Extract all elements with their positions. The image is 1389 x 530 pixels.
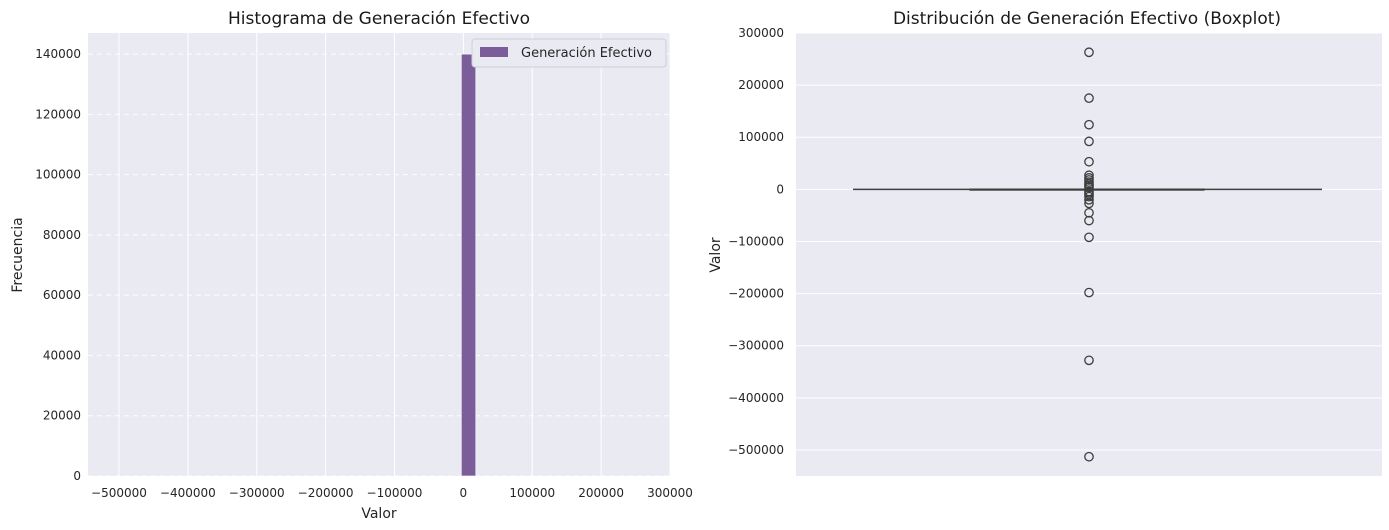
boxplot-y-tick-label: −500000: [728, 443, 784, 457]
boxplot-y-tick-label: 200000: [738, 78, 784, 92]
boxplot-outlier-point: [1084, 47, 1094, 58]
histogram-bar: [461, 53, 477, 477]
legend-swatch: [480, 47, 508, 57]
histogram-x-label: Valor: [361, 506, 397, 522]
histogram-y-tick-label: 20000: [43, 409, 81, 423]
histogram-x-tick-label: 300000: [647, 486, 693, 500]
histogram-y-tick-label: 60000: [43, 288, 81, 302]
histogram-chart: −500000 −400000 −300000 −200000 −100000 0 1000…: [10, 9, 693, 522]
boxplot-outlier-point: [1084, 119, 1094, 130]
boxplot-outlier-point: [1084, 93, 1094, 103]
boxplot-outlier-point: [1084, 194, 1094, 205]
histogram-x-tick-label: 0: [460, 486, 468, 500]
histogram-y-tick-label: 120000: [35, 107, 81, 121]
histogram-title: Histograma de Generación Efectivo: [228, 9, 530, 29]
histogram-y-tick-label: 0: [73, 469, 81, 483]
histogram-y-tick-label: 40000: [43, 348, 81, 362]
boxplot-y-tick-label: −200000: [728, 287, 784, 301]
legend-label: Generación Efectivo: [521, 46, 652, 61]
histogram-x-tick-label: 200000: [578, 486, 624, 500]
boxplot-chart: −500000 −400000 −300000 −200000 −100000 0 1000…: [708, 9, 1382, 476]
histogram-x-tick-label: −100000: [367, 486, 423, 500]
boxplot-outlier-point: [1084, 182, 1094, 193]
histogram-y-tick-label: 100000: [35, 168, 81, 182]
histogram-x-tick-label: 100000: [509, 486, 555, 500]
boxplot-outlier-point: [1084, 215, 1094, 226]
boxplot-outlier-point: [1084, 287, 1094, 298]
histogram-x-ticks: −500000 −400000 −300000 −200000 −100000 0 1000…: [91, 486, 693, 500]
boxplot-outlier-point: [1084, 355, 1094, 366]
boxplot-outlier-point: [1084, 451, 1094, 462]
boxplot-y-tick-label: 0: [776, 182, 784, 196]
histogram-plot-area: [88, 33, 670, 476]
boxplot-y-label: Valor: [708, 237, 724, 273]
boxplot-plot-area: [796, 33, 1382, 476]
boxplot-y-tick-label: −300000: [728, 339, 784, 353]
histogram-x-tick-label: −300000: [229, 486, 285, 500]
boxplot-outlier-point: [1084, 198, 1094, 209]
histogram-y-tick-label: 80000: [43, 228, 81, 242]
boxplot-y-tick-label: −100000: [728, 234, 784, 248]
histogram-x-tick-label: −400000: [160, 486, 216, 500]
boxplot-y-ticks: −500000 −400000 −300000 −200000 −100000 0 1000…: [728, 26, 784, 457]
boxplot-y-tick-label: 300000: [738, 26, 784, 40]
boxplot-title: Distribución de Generación Efectivo (Box…: [893, 9, 1281, 29]
boxplot-outlier-point: [1084, 136, 1094, 147]
histogram-x-tick-label: −200000: [298, 486, 354, 500]
boxplot-outlier-point: [1084, 156, 1094, 167]
legend-frame: [471, 38, 667, 68]
histogram-y-ticks: 0 20000 40000 60000 80000 100000 120000 140000: [35, 47, 81, 483]
histogram-y-tick-label: 140000: [35, 47, 81, 61]
histogram-bars: [461, 53, 477, 477]
histogram-legend: Generación Efectivo: [471, 38, 667, 68]
boxplot-y-tick-label: 100000: [738, 130, 784, 144]
boxplot-outlier-point: [1084, 232, 1094, 243]
histogram-x-tick-label: −500000: [91, 486, 147, 500]
boxplot-y-tick-label: −400000: [728, 391, 784, 405]
boxplot-outlier-point: [1084, 191, 1094, 202]
histogram-y-label: Frecuencia: [10, 217, 26, 292]
boxplot-outliers: [1084, 47, 1094, 462]
